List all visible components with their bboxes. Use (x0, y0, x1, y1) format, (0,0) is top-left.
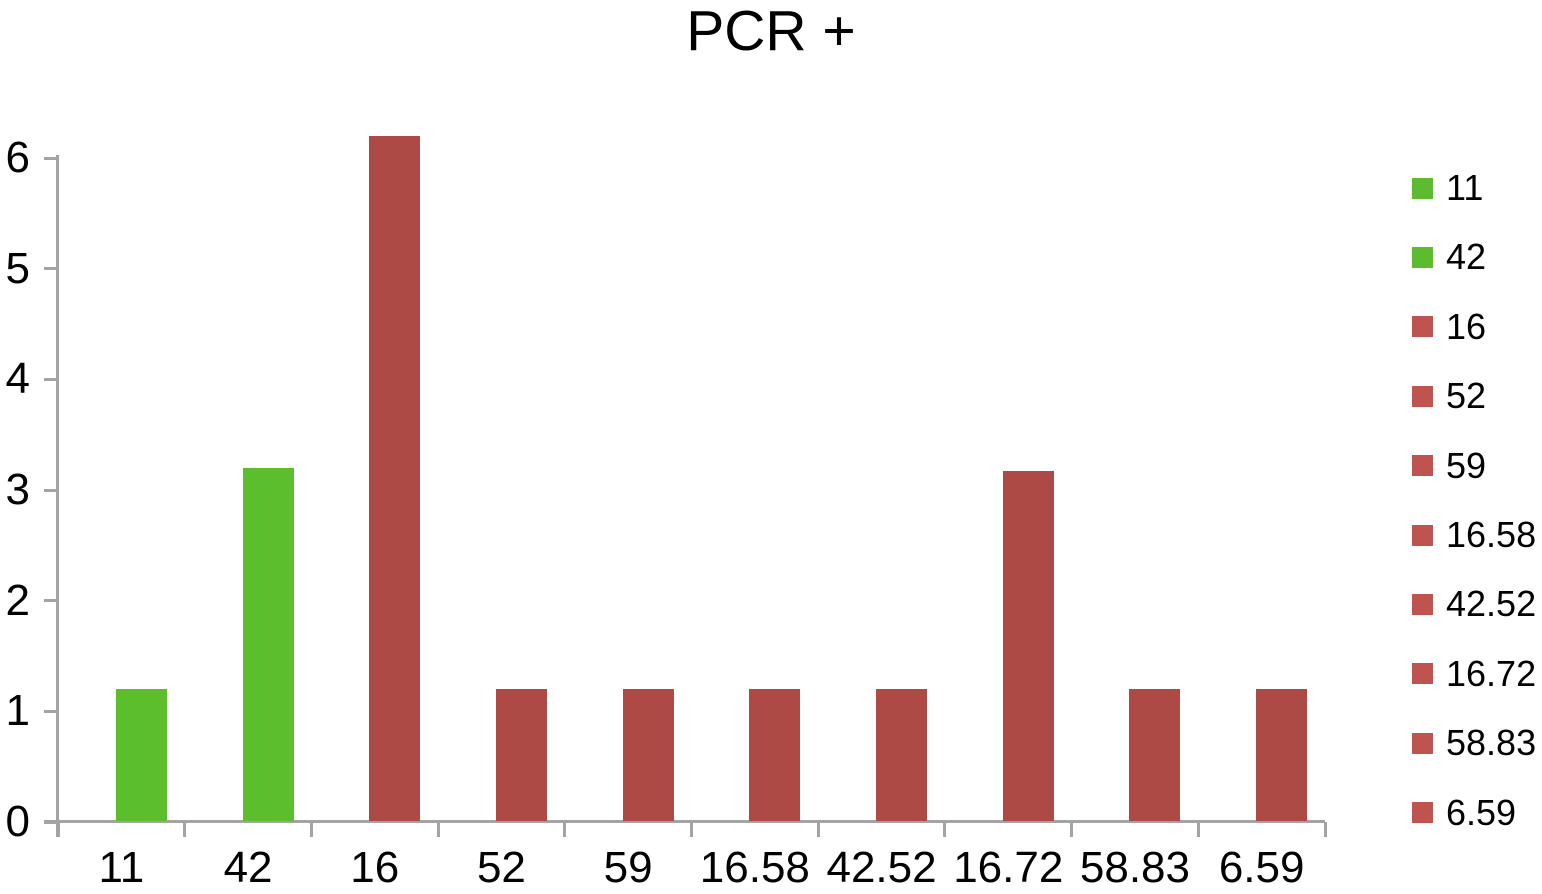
legend-label: 58.83 (1446, 722, 1537, 764)
legend-item-52: 52 (1412, 378, 1486, 414)
bar-42 (242, 467, 294, 821)
bar-42.52 (876, 689, 928, 821)
legend-label: 16.58 (1446, 514, 1537, 555)
legend-label: 11 (1446, 167, 1484, 208)
x-tick-label: 16.72 (953, 843, 1064, 892)
legend-label: 6.59 (1446, 791, 1517, 833)
x-axis-tick (690, 822, 693, 837)
legend-label: 16.72 (1446, 652, 1537, 694)
legend-item-11: 11 (1412, 170, 1483, 206)
legend-item-42.52: 42.52 (1412, 586, 1536, 622)
legend-label: 52 (1446, 375, 1487, 417)
legend-swatch-icon (1412, 455, 1433, 477)
x-tick-label: 59 (603, 843, 653, 892)
x-axis-tick (436, 822, 440, 837)
y-axis-tick (44, 377, 58, 381)
y-axis-tick (44, 820, 58, 824)
bar-11 (115, 689, 167, 821)
legend-swatch-icon (1412, 663, 1433, 685)
legend-swatch-icon (1412, 177, 1433, 199)
x-axis-tick (56, 822, 60, 837)
y-axis-tick (44, 599, 58, 603)
y-axis-tick (44, 156, 58, 160)
x-axis-tick (943, 822, 947, 837)
x-tick-label: 42.52 (826, 843, 937, 892)
y-axis-tick (44, 267, 58, 271)
legend-item-59: 59 (1412, 444, 1487, 486)
legend-item-16: 16 (1412, 305, 1487, 347)
y-tick-label: 1 (5, 686, 30, 736)
legend-swatch-icon (1412, 524, 1433, 546)
legend-swatch-icon (1412, 593, 1433, 615)
bar-52 (495, 689, 547, 821)
x-tick-label: 11 (98, 843, 145, 892)
y-axis-tick (44, 709, 58, 713)
x-axis-tick (309, 822, 313, 837)
legend-swatch-icon (1412, 316, 1433, 338)
x-tick-label: 52 (476, 843, 526, 892)
y-axis-line (56, 155, 59, 837)
bar-6.59 (1256, 689, 1308, 821)
x-axis-tick (183, 822, 187, 837)
y-tick-label: 4 (5, 354, 30, 404)
bar-16.58 (749, 689, 801, 821)
y-tick-label: 5 (5, 243, 30, 293)
y-tick-label: 3 (5, 465, 30, 514)
legend-label: 16 (1446, 305, 1487, 347)
x-axis-tick (1070, 822, 1074, 837)
bar-16.72 (1002, 471, 1054, 821)
y-axis-tick (44, 488, 58, 492)
x-tick-label: 16 (350, 843, 400, 892)
legend-label: 59 (1446, 444, 1487, 486)
x-axis-tick (563, 822, 567, 837)
legend-item-6.59: 6.59 (1412, 791, 1517, 833)
x-tick-label: 58.83 (1079, 843, 1190, 892)
y-tick-label: 0 (5, 797, 30, 846)
y-tick-label: 2 (5, 575, 30, 625)
x-tick-label: 6.59 (1218, 843, 1305, 892)
chart-title: PCR + (686, 0, 856, 63)
legend-label: 42.52 (1446, 583, 1537, 625)
legend-swatch-icon (1412, 385, 1433, 407)
x-tick-label: 42 (223, 843, 273, 892)
legend-item-16.58: 16.58 (1412, 517, 1536, 553)
x-axis-tick (1323, 822, 1327, 837)
legend-swatch-icon (1412, 732, 1433, 754)
legend-item-42: 42 (1412, 239, 1486, 275)
legend-label: 42 (1446, 236, 1487, 278)
legend-swatch-icon (1412, 802, 1433, 824)
legend-swatch-icon (1412, 246, 1433, 268)
legend-item-58.83: 58.83 (1412, 725, 1536, 761)
bar-59 (622, 689, 674, 821)
x-tick-label: 16.58 (699, 843, 810, 892)
x-axis-tick (1196, 822, 1200, 837)
bar-58.83 (1129, 689, 1181, 821)
legend: 11 42 16 52 59 16.58 42.52 16.72 58.83 6.59 (1412, 0, 1542, 894)
y-tick-label: 6 (5, 133, 30, 182)
x-axis-line (44, 820, 1325, 823)
legend-item-16.72: 16.72 (1412, 652, 1537, 694)
bar-16 (369, 135, 421, 821)
x-axis-tick (816, 822, 820, 837)
